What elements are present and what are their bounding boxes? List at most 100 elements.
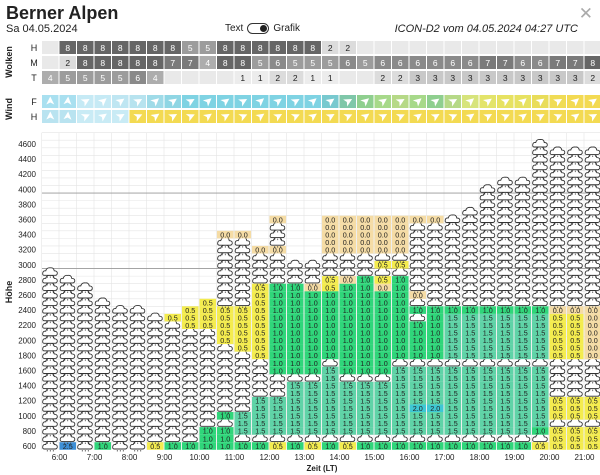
thermal-value: 1.5	[308, 419, 318, 428]
thermal-cell	[269, 366, 286, 375]
thermal-value: 1.5	[535, 374, 545, 383]
thermal-cell	[479, 344, 496, 352]
thermal-value: 0.5	[553, 344, 563, 353]
toggle-switch[interactable]	[247, 23, 270, 34]
thermal-cell	[584, 328, 600, 337]
thermal-cell	[409, 291, 426, 299]
time-tick-label: 11:00	[225, 453, 245, 462]
wind-arrow-icon	[377, 98, 387, 107]
thermal-value: 1.5	[378, 419, 388, 428]
thermal-value: 1.0	[325, 329, 335, 338]
thermal-cell	[339, 344, 356, 352]
cloud-cell	[42, 71, 59, 84]
cloud-cell	[252, 56, 269, 69]
thermal-value: 0.0	[378, 283, 388, 292]
thermal-value: 0.5	[570, 313, 580, 322]
thermal-value: 1.5	[325, 412, 335, 421]
thermal-value: 1.5	[255, 404, 265, 413]
cloud-icon	[77, 320, 93, 331]
cloud-cell	[94, 56, 111, 69]
thermal-cell	[532, 366, 549, 375]
thermal-cell	[252, 313, 269, 322]
thermal-cell	[532, 442, 549, 450]
thermal-value: 0.5	[378, 261, 388, 270]
thermal-value: 1.5	[430, 366, 440, 375]
thermal-value: 1.5	[500, 336, 510, 345]
thermal-value: 0.0	[273, 246, 283, 255]
thermal-cell	[287, 412, 304, 420]
wind-arrow-icon	[570, 98, 580, 107]
cloud-icon	[479, 289, 496, 301]
cloud-icon	[374, 373, 391, 384]
cloud-cell	[392, 71, 409, 84]
thermal-value: 1.5	[308, 404, 318, 413]
thermal-value: 1.5	[290, 404, 300, 413]
thermal-cell	[497, 336, 514, 345]
thermal-cell	[444, 344, 461, 352]
thermal-cell	[252, 298, 269, 307]
thermal-value: 0.0	[325, 215, 335, 224]
cloud-icon	[112, 327, 128, 339]
thermal-value: 0.5	[168, 313, 178, 322]
wind-arrow-icon	[500, 99, 510, 107]
thermal-value: 1.5	[308, 381, 318, 390]
thermal-value: 0.5	[553, 336, 563, 345]
thermal-value: 1.5	[465, 336, 475, 345]
thermal-value: 1.5	[518, 419, 528, 428]
thermal-cell	[409, 336, 426, 345]
cloud-value: 1	[310, 73, 315, 83]
thermal-cell	[427, 427, 444, 435]
thermal-value: 1.0	[325, 321, 335, 330]
thermal-cell	[322, 336, 339, 345]
cloud-value: 2	[398, 73, 403, 83]
cloud-value: 1	[258, 73, 263, 83]
thermal-cell	[304, 351, 321, 360]
thermal-cell	[304, 404, 321, 413]
cloud-cell	[112, 41, 129, 54]
thermal-value: 1.5	[238, 419, 248, 428]
thermal-value: 1.0	[430, 313, 440, 322]
thermal-cell	[357, 359, 374, 367]
thermal-cell	[164, 313, 181, 322]
thermal-cell	[392, 306, 409, 314]
thermal-cell	[304, 291, 321, 299]
thermal-value: 1.0	[395, 329, 405, 338]
thermal-cell	[392, 238, 409, 246]
thermal-value: 0.5	[535, 442, 545, 451]
thermal-value: 1.5	[413, 381, 423, 390]
thermal-cell	[479, 328, 496, 337]
thermal-cell	[357, 404, 374, 413]
cloud-value: 8	[83, 43, 88, 53]
thermal-value: 1.0	[378, 321, 388, 330]
thermal-cell	[287, 313, 304, 322]
thermal-cell	[462, 336, 479, 345]
cloud-value: 7	[573, 58, 578, 68]
view-toggle[interactable]: Text Grafik	[225, 23, 300, 34]
thermal-value: 0.0	[430, 215, 440, 224]
thermal-cell	[304, 328, 321, 337]
wind-arrow-icon	[465, 113, 475, 122]
thermal-value: 0.5	[588, 427, 598, 436]
cloud-value: 8	[118, 43, 123, 53]
cloud-icon	[549, 357, 566, 369]
thermal-value: 1.5	[448, 351, 458, 360]
thermal-cell	[549, 306, 566, 314]
wind-arrow-icon	[238, 114, 248, 122]
thermal-cell	[427, 381, 444, 390]
cloud-icon	[409, 244, 426, 256]
thermal-value: 1.5	[290, 427, 300, 436]
thermal-cell	[444, 404, 461, 413]
thermal-cell	[532, 313, 549, 322]
thermal-value: 1.0	[203, 442, 213, 451]
thermal-value: 1.0	[430, 329, 440, 338]
wind-arrow-icon	[360, 98, 370, 107]
thermal-value: 1.5	[290, 381, 300, 390]
cloud-cell	[129, 71, 146, 84]
close-icon[interactable]: ✕	[578, 4, 593, 23]
thermal-cell	[357, 351, 374, 360]
thermal-cell	[287, 291, 304, 299]
thermal-cell	[392, 374, 409, 382]
thermal-value: 1.5	[483, 366, 493, 375]
thermal-cell	[339, 283, 356, 292]
thermal-cell	[287, 404, 304, 413]
